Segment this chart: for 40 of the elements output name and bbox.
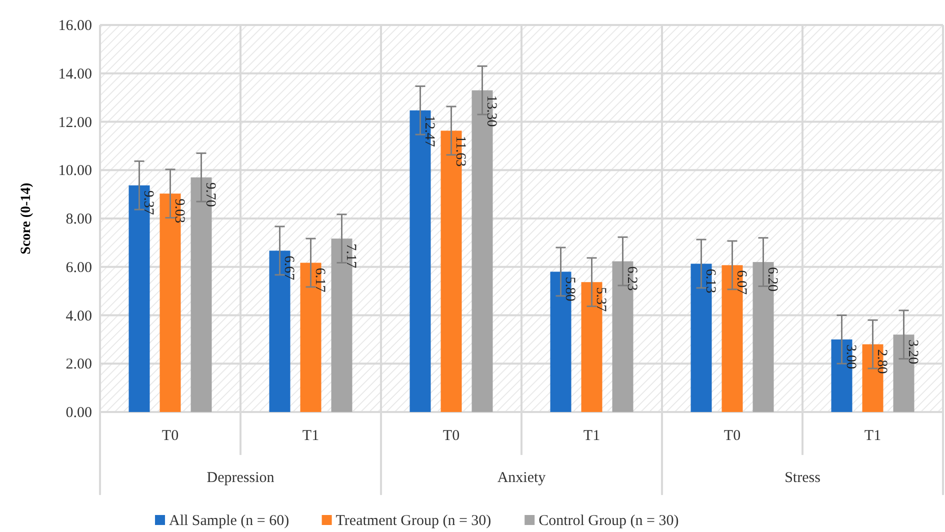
data-label: 6.07	[733, 270, 748, 295]
data-label: 6.20	[764, 267, 780, 292]
y-tick-label: 0.00	[66, 405, 92, 421]
data-label: 13.30	[483, 95, 498, 127]
x-tick-label: T0	[724, 428, 741, 444]
data-label: 5.37	[592, 287, 608, 312]
y-tick-label: 14.00	[58, 66, 92, 82]
y-tick-label: 6.00	[66, 260, 92, 276]
data-label: 9.37	[140, 190, 156, 215]
data-label: 7.17	[342, 244, 358, 268]
y-tick-label: 4.00	[66, 308, 92, 324]
data-label: 11.63	[452, 136, 468, 167]
data-label: 5.80	[562, 276, 577, 302]
x-tick-label: T1	[864, 428, 882, 444]
data-label: 6.67	[280, 256, 296, 280]
y-axis-title: Score (0-14)	[19, 182, 34, 254]
data-label: 6.17	[312, 268, 327, 292]
data-label: 2.80	[874, 349, 889, 374]
x-tick-label: T1	[302, 428, 320, 444]
text: Stress	[784, 470, 821, 486]
data-label: 6.23	[624, 266, 639, 291]
y-tick-label: 8.00	[66, 212, 92, 228]
legend-label: Control Group (n = 30)	[538, 513, 679, 529]
data-label: 12.47	[421, 115, 436, 147]
text: Anxiety	[497, 470, 546, 486]
data-label: 9.03	[171, 198, 186, 224]
data-label: 9.70	[202, 182, 218, 207]
text: Depression	[206, 470, 275, 486]
x-tick-label: T0	[162, 428, 179, 444]
y-tick-label: 2.00	[66, 356, 92, 373]
x-tick-label: T0	[442, 428, 460, 444]
legend-label: All Sample (n = 60)	[169, 513, 290, 529]
data-label: 6.13	[702, 268, 718, 294]
y-tick-label: 10.00	[58, 163, 92, 180]
data-label: 3.00	[842, 344, 858, 369]
legend-label: Treatment Group (n = 30)	[336, 513, 492, 529]
y-tick-label: 12.00	[58, 114, 92, 131]
data-label: 3.20	[904, 340, 920, 364]
y-tick-label: 16.00	[58, 18, 92, 34]
x-tick-label: T1	[583, 428, 600, 444]
